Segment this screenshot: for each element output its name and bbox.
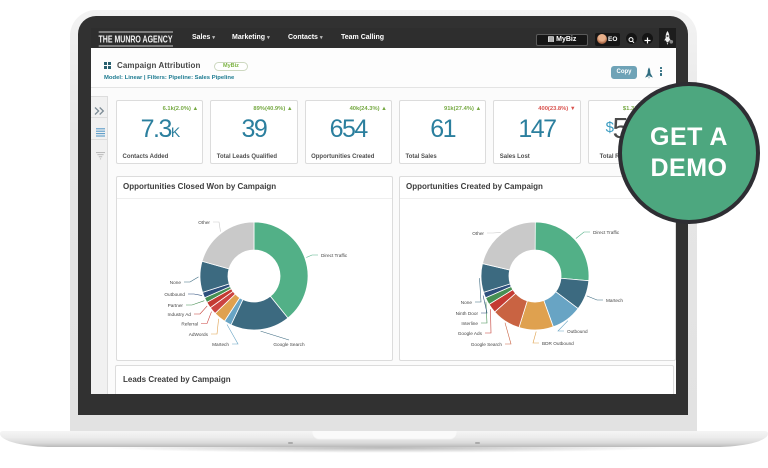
svg-text:BDR Outbound: BDR Outbound (542, 341, 574, 346)
svg-text:AdWords: AdWords (189, 332, 209, 337)
svg-text:Ninth Door: Ninth Door (456, 311, 479, 316)
svg-text:Other: Other (198, 220, 210, 225)
svg-text:Direct Traffic: Direct Traffic (321, 253, 348, 258)
svg-text:Partner: Partner (168, 303, 184, 308)
svg-text:Direct Traffic: Direct Traffic (593, 230, 620, 235)
svg-text:None: None (170, 280, 182, 285)
svg-text:Martech: Martech (606, 298, 623, 303)
svg-text:Google Search: Google Search (471, 342, 503, 347)
svg-text:Industry Ad: Industry Ad (168, 312, 192, 317)
svg-text:Outbound: Outbound (567, 329, 588, 334)
svg-text:Google Search: Google Search (273, 342, 305, 347)
svg-text:Google Ads: Google Ads (458, 331, 483, 336)
svg-text:Other: Other (472, 231, 484, 236)
svg-text:Interline: Interline (461, 321, 478, 326)
svg-text:None: None (461, 300, 473, 305)
svg-text:Outbound: Outbound (164, 292, 185, 297)
svg-text:THE MUNRO AGENCY: THE MUNRO AGENCY (99, 33, 173, 45)
svg-text:Referral: Referral (181, 322, 198, 327)
svg-text:Martech: Martech (212, 342, 229, 347)
